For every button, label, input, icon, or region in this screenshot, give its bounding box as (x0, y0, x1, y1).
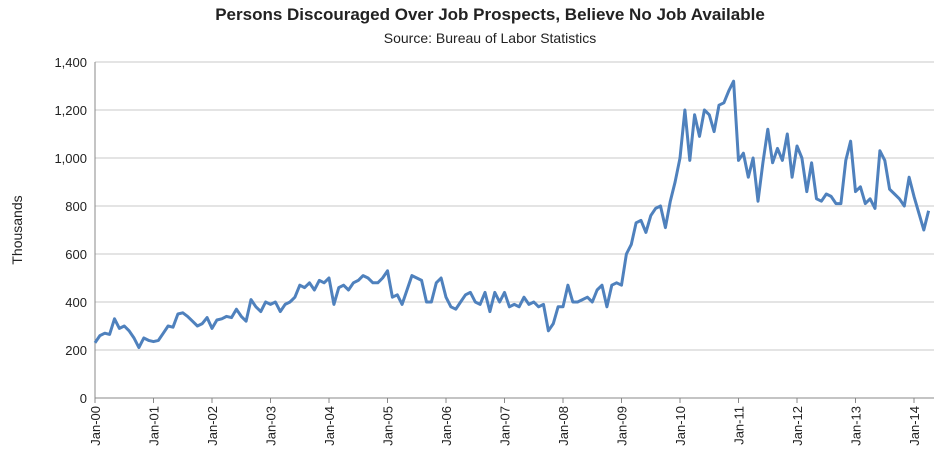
y-tick-label: 0 (80, 391, 87, 406)
x-tick-label: Jan-01 (147, 406, 162, 446)
x-tick-label: Jan-10 (673, 406, 688, 446)
x-tick-label: Jan-00 (88, 406, 103, 446)
chart-subtitle: Source: Bureau of Labor Statistics (384, 30, 596, 46)
x-tick-label: Jan-08 (556, 406, 571, 446)
data-line (93, 79, 931, 350)
y-tick-label: 1,000 (54, 151, 87, 166)
x-tick-label: Jan-14 (907, 406, 922, 446)
y-tick-label: 200 (65, 343, 87, 358)
x-tick-label: Jan-05 (381, 406, 396, 446)
y-tick-label: 800 (65, 199, 87, 214)
x-tick-label: Jan-09 (615, 406, 630, 446)
x-tick-label: Jan-11 (732, 406, 747, 445)
chart-title: Persons Discouraged Over Job Prospects, … (215, 5, 765, 24)
x-tick-label: Jan-02 (205, 406, 220, 446)
y-tick-label: 1,400 (54, 55, 87, 70)
x-tick-label: Jan-06 (439, 406, 454, 446)
x-tick-label: Jan-03 (264, 406, 279, 446)
y-tick-label: 1,200 (54, 103, 87, 118)
x-tick-label: Jan-04 (322, 406, 337, 446)
x-tick-label: Jan-13 (849, 406, 864, 446)
y-tick-label: 600 (65, 247, 87, 262)
x-tick-label: Jan-07 (498, 406, 513, 446)
y-axis-label: Thousands (9, 195, 25, 264)
x-tick-label: Jan-12 (790, 406, 805, 446)
y-tick-label: 400 (65, 295, 87, 310)
